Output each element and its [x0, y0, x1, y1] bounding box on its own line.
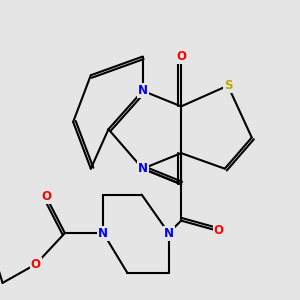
Text: N: N	[164, 226, 174, 240]
Text: N: N	[98, 226, 108, 240]
Text: N: N	[138, 84, 148, 97]
Text: O: O	[214, 224, 224, 238]
Text: N: N	[138, 162, 148, 175]
Text: O: O	[41, 190, 51, 203]
Text: O: O	[31, 258, 41, 271]
Text: S: S	[224, 79, 232, 92]
Text: O: O	[176, 50, 186, 63]
